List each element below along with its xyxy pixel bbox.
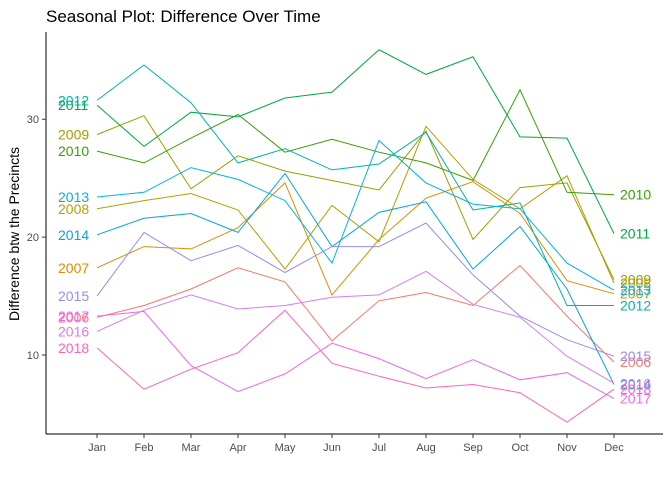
x-tick-label: Jul	[372, 442, 386, 454]
chart-title: Seasonal Plot: Difference Over Time	[46, 7, 321, 26]
series-labels: 2006200620072007200820082009200920102010…	[58, 92, 651, 406]
series-start-label-2012: 2012	[58, 92, 89, 108]
x-tick-label: Aug	[416, 442, 436, 454]
x-tick-label: Sep	[463, 442, 483, 454]
series-line-2015	[96, 222, 615, 357]
series-line-2012	[96, 64, 614, 306]
series-start-label-2010: 2010	[58, 143, 89, 159]
series-start-label-2018: 2018	[58, 340, 89, 356]
series-start-label-2007: 2007	[58, 260, 89, 276]
series-line-2018	[96, 309, 615, 423]
series-end-label-2010: 2010	[620, 187, 651, 203]
y-tick-label: 30	[27, 114, 39, 126]
series-end-label-2014: 2014	[620, 376, 651, 392]
series-start-label-2017: 2017	[58, 308, 89, 324]
series-start-label-2008: 2008	[58, 201, 89, 217]
axes: 10 20 30 Jan Feb Mar Apr May Jun Jul Aug Sep Oct Nov D…	[27, 32, 663, 454]
series-end-label-2009: 2009	[620, 272, 651, 288]
series-end-label-2008: 2008	[620, 275, 651, 291]
series-end-label-2012: 2012	[620, 298, 651, 314]
series-line-2014	[96, 172, 615, 385]
series-end-label-2011: 2011	[620, 226, 650, 242]
series-start-label-2015: 2015	[58, 288, 89, 304]
y-tick-label: 10	[27, 350, 39, 362]
x-tick-label: Jan	[88, 442, 106, 454]
series-line-2013	[96, 139, 615, 291]
y-axis-title: Difference btw the Precincts	[6, 147, 22, 321]
y-tick-label: 20	[27, 232, 39, 244]
series-start-label-2013: 2013	[58, 189, 89, 205]
series-end-label-2016: 2016	[620, 375, 651, 391]
series-end-label-2006: 2006	[620, 354, 651, 370]
series-lines	[96, 49, 615, 423]
series-end-label-2018: 2018	[620, 381, 651, 397]
series-line-2011	[96, 49, 615, 234]
series-start-label-2009: 2009	[58, 127, 89, 143]
series-end-label-2015: 2015	[620, 348, 651, 364]
x-tick-label: May	[275, 442, 296, 454]
series-line-2016	[96, 270, 615, 384]
series-start-label-2006: 2006	[58, 309, 89, 325]
series-line-2007	[96, 181, 615, 296]
x-tick-label: Mar	[182, 442, 201, 454]
x-tick-label: Apr	[229, 442, 246, 454]
series-line-2009	[96, 115, 615, 280]
series-end-label-2007: 2007	[620, 286, 651, 302]
series-line-2008	[96, 125, 615, 284]
series-end-label-2013: 2013	[620, 282, 651, 298]
series-line-2010	[96, 88, 615, 196]
series-line-2006	[96, 264, 615, 363]
series-start-label-2016: 2016	[58, 323, 89, 339]
x-tick-label: Dec	[604, 442, 624, 454]
x-tick-label: Jun	[323, 442, 341, 454]
x-tick-label: Nov	[557, 442, 577, 454]
series-line-2017	[96, 310, 615, 400]
series-end-label-2017: 2017	[620, 391, 651, 407]
series-start-label-2011: 2011	[58, 97, 88, 113]
x-tick-label: Feb	[135, 442, 154, 454]
series-start-label-2014: 2014	[58, 227, 89, 243]
x-tick-label: Oct	[511, 442, 528, 454]
